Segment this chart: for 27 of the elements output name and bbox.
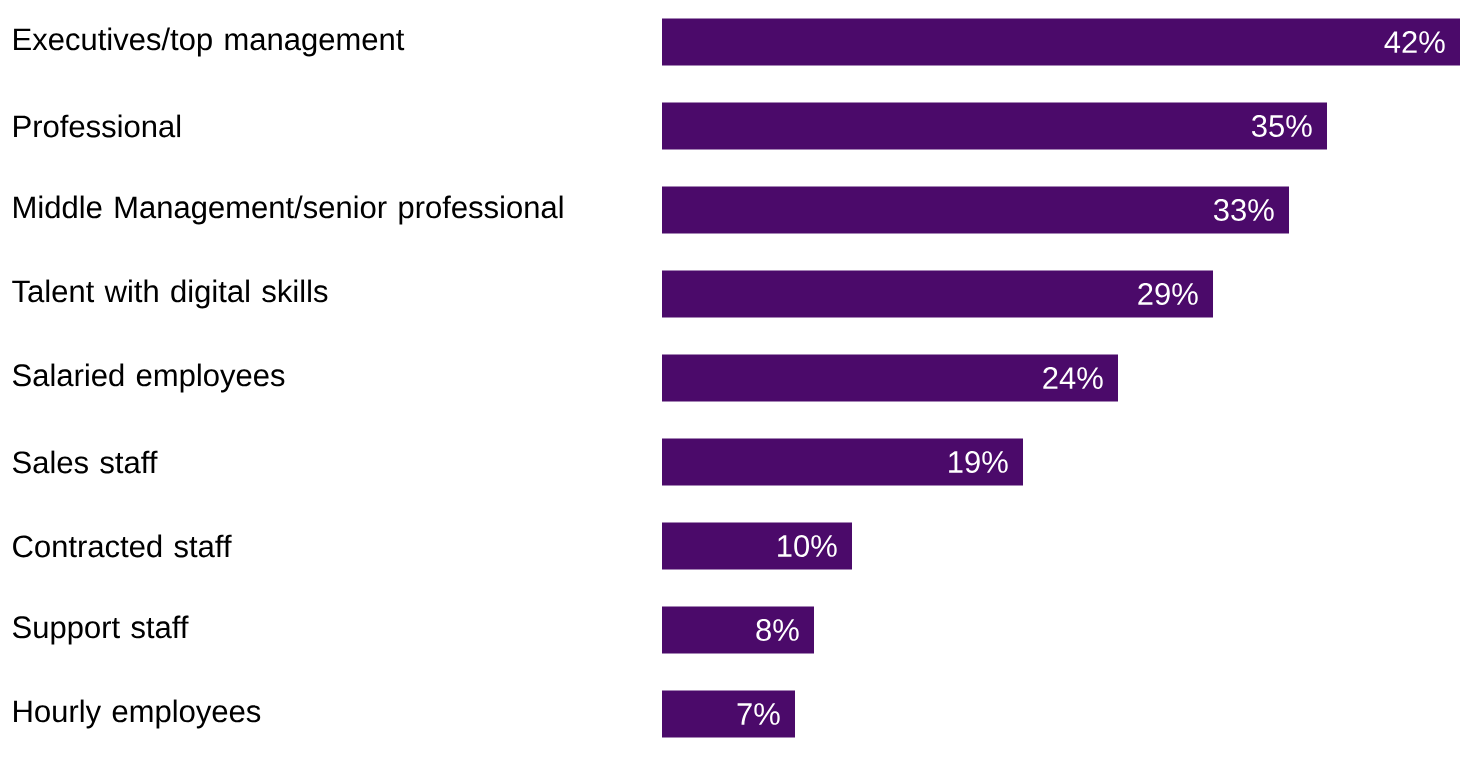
data-label: 35% (1251, 115, 1312, 137)
data-label: 7% (737, 703, 780, 725)
data-label: 10% (778, 535, 837, 557)
y-tick-label: Sales staff (12, 450, 158, 474)
data-label: 8% (756, 619, 799, 641)
bar (662, 102, 1328, 150)
data-label: 19% (949, 451, 1008, 473)
bar (662, 690, 795, 738)
bar (662, 438, 1023, 486)
bar (662, 606, 814, 654)
data-label: 42% (1384, 31, 1445, 53)
y-tick-label: Executives/top management (14, 27, 405, 57)
data-label: 24% (1043, 367, 1103, 389)
y-tick-label: Contracted staff (13, 534, 232, 558)
y-tick-label: Talent with digital skills (12, 279, 328, 309)
bar (662, 522, 852, 570)
bar (662, 270, 1214, 318)
y-tick-label: Salaried employees (12, 363, 285, 393)
y-tick-label: Middle Management/senior professional (14, 195, 563, 225)
data-label: 33% (1213, 199, 1274, 221)
y-tick-label: Hourly employees (14, 699, 261, 729)
bar (662, 354, 1118, 402)
y-tick-label: Support staff (12, 615, 189, 645)
y-tick-label: Professional (14, 114, 181, 138)
bar (662, 18, 1461, 66)
data-label: 29% (1138, 283, 1198, 305)
bar (662, 186, 1290, 234)
